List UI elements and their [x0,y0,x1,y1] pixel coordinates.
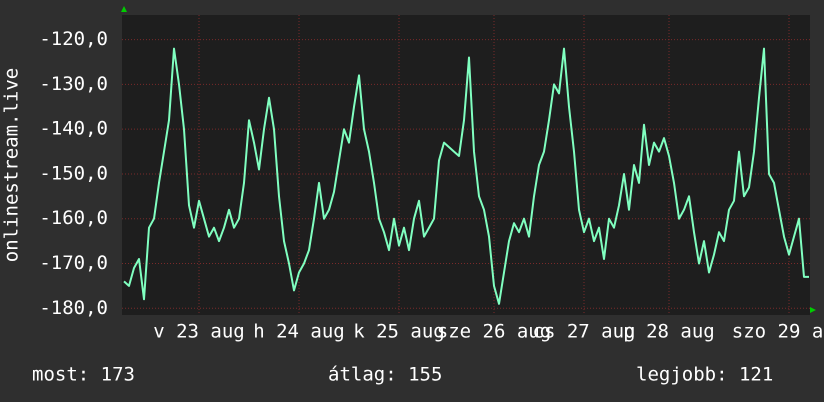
x-tick-label: sze 26 aug [437,321,551,343]
x-tick-label: cs 27 aug [533,321,636,343]
y-axis-label: onlinestream.live [1,68,23,262]
y-tick-label: -170,0 [39,252,108,274]
stat-last: most: 173 [32,364,135,386]
axis-arrow [121,6,127,12]
y-tick-label: -140,0 [39,118,108,140]
x-tick-label: h 24 aug [253,321,345,343]
stat-best: legjobb: 121 [636,364,773,386]
plot-area [122,15,810,315]
x-tick-label: v 23 aug [153,321,245,343]
line-series [123,47,809,305]
y-tick-label: -160,0 [39,207,108,229]
x-tick-label: k 25 aug [353,321,445,343]
y-tick-label: -150,0 [39,162,108,184]
y-tick-label: -180,0 [39,297,108,319]
axis-arrow [810,307,816,313]
y-tick-label: -130,0 [39,73,108,95]
x-tick-label: szo 29 aug [732,321,824,343]
stat-average: átlag: 155 [328,364,442,386]
y-tick-label: -120,0 [39,28,108,50]
x-tick-label: p 28 aug [623,321,715,343]
